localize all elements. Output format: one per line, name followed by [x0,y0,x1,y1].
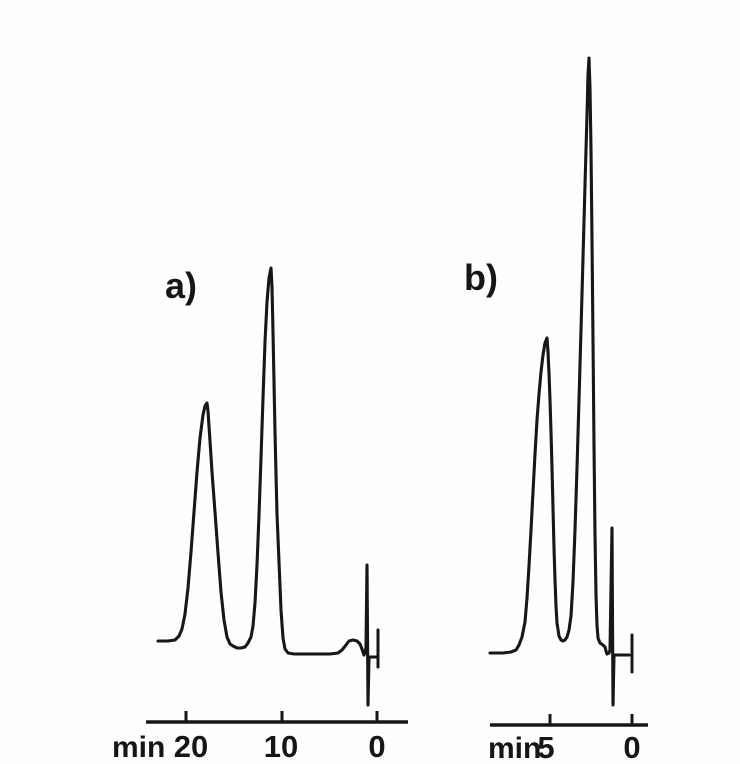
panel-a-tick-label-0: 0 [368,729,385,764]
panel-a-axis-unit-label: min [112,731,165,764]
panel-a-tick-label-10: 10 [264,729,298,764]
panel-b-group: 5 0 min b) [464,56,648,764]
panel-b-label: b) [464,257,498,298]
panel-a-tick-label-20: 20 [174,729,208,764]
panel-a-label: a) [165,265,197,306]
panel-b-trace [488,56,631,707]
panel-b-axis-unit-label: min [488,732,541,764]
panel-b-tick-label-0: 0 [623,730,640,764]
panel-a-group: 20 10 0 min a) [112,265,408,764]
panel-a-trace [156,266,380,707]
panel-b-tick-label-5: 5 [537,730,554,764]
